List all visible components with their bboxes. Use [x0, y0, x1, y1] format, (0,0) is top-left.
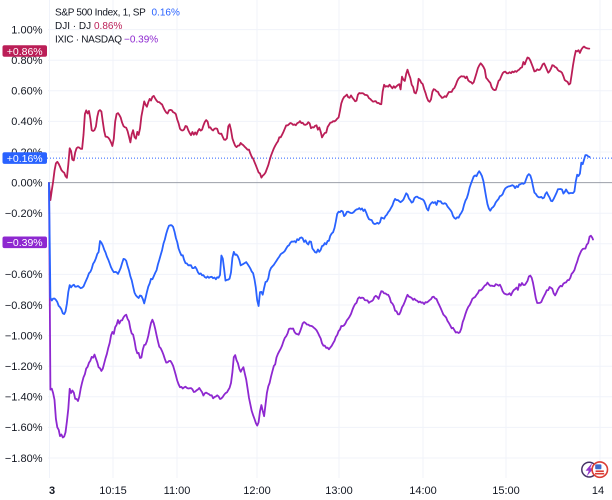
svg-text:S&P 500 Index, 1, SP: S&P 500 Index, 1, SP: [55, 7, 146, 18]
svg-text:0.40%: 0.40%: [11, 116, 42, 128]
svg-text:14:00: 14:00: [409, 485, 437, 497]
svg-text:0.80%: 0.80%: [11, 55, 42, 67]
svg-text:12:00: 12:00: [243, 485, 271, 497]
svg-text:−0.39%: −0.39%: [124, 34, 158, 45]
svg-text:1.00%: 1.00%: [11, 24, 42, 36]
svg-text:10:15: 10:15: [99, 485, 127, 497]
svg-text:−1.40%: −1.40%: [5, 392, 43, 404]
svg-text:−1.00%: −1.00%: [5, 330, 43, 342]
svg-text:11:00: 11:00: [164, 485, 191, 497]
svg-text:−0.20%: −0.20%: [5, 208, 43, 220]
svg-text:IXIC · NASDAQ: IXIC · NASDAQ: [55, 34, 122, 45]
svg-text:−0.39%: −0.39%: [7, 237, 43, 249]
svg-text:3: 3: [49, 485, 55, 497]
svg-text:DJI · DJ: DJI · DJ: [55, 21, 91, 32]
svg-text:0.86%: 0.86%: [94, 21, 122, 32]
svg-text:+0.86%: +0.86%: [7, 46, 43, 58]
svg-text:0.00%: 0.00%: [11, 177, 42, 189]
svg-text:14: 14: [592, 485, 604, 497]
svg-text:13:00: 13:00: [325, 485, 353, 497]
svg-text:15:00: 15:00: [492, 485, 520, 497]
svg-text:−1.80%: −1.80%: [5, 453, 43, 465]
svg-text:−0.60%: −0.60%: [5, 269, 43, 281]
svg-text:0.16%: 0.16%: [152, 7, 180, 18]
svg-text:−1.20%: −1.20%: [5, 361, 43, 373]
svg-text:−0.80%: −0.80%: [5, 300, 43, 312]
svg-text:−1.60%: −1.60%: [5, 422, 43, 434]
svg-text:+0.16%: +0.16%: [7, 153, 43, 165]
svg-text:0.60%: 0.60%: [11, 86, 42, 98]
